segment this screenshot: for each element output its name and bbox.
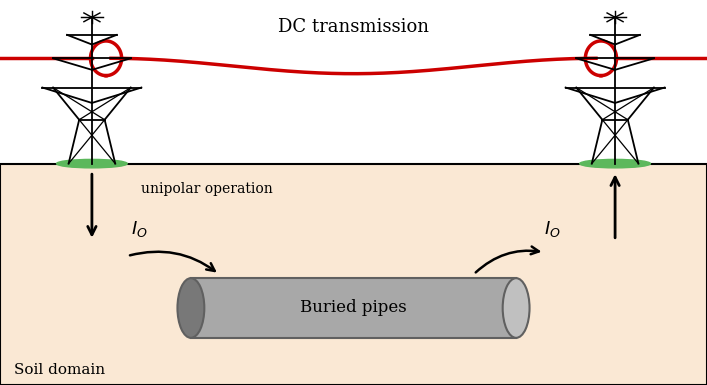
Text: unipolar operation: unipolar operation bbox=[141, 182, 273, 196]
Bar bbox=[0, 164, 707, 385]
Ellipse shape bbox=[503, 278, 530, 338]
Ellipse shape bbox=[177, 278, 204, 338]
Ellipse shape bbox=[57, 159, 127, 168]
Bar bbox=[0, 0, 707, 164]
Bar bbox=[191, 278, 516, 338]
Text: Soil domain: Soil domain bbox=[14, 363, 105, 377]
Text: Buried pipes: Buried pipes bbox=[300, 300, 407, 316]
Ellipse shape bbox=[580, 159, 650, 168]
Text: $I_O$: $I_O$ bbox=[544, 219, 561, 239]
Text: $I_O$: $I_O$ bbox=[131, 219, 148, 239]
Text: DC transmission: DC transmission bbox=[278, 18, 429, 36]
